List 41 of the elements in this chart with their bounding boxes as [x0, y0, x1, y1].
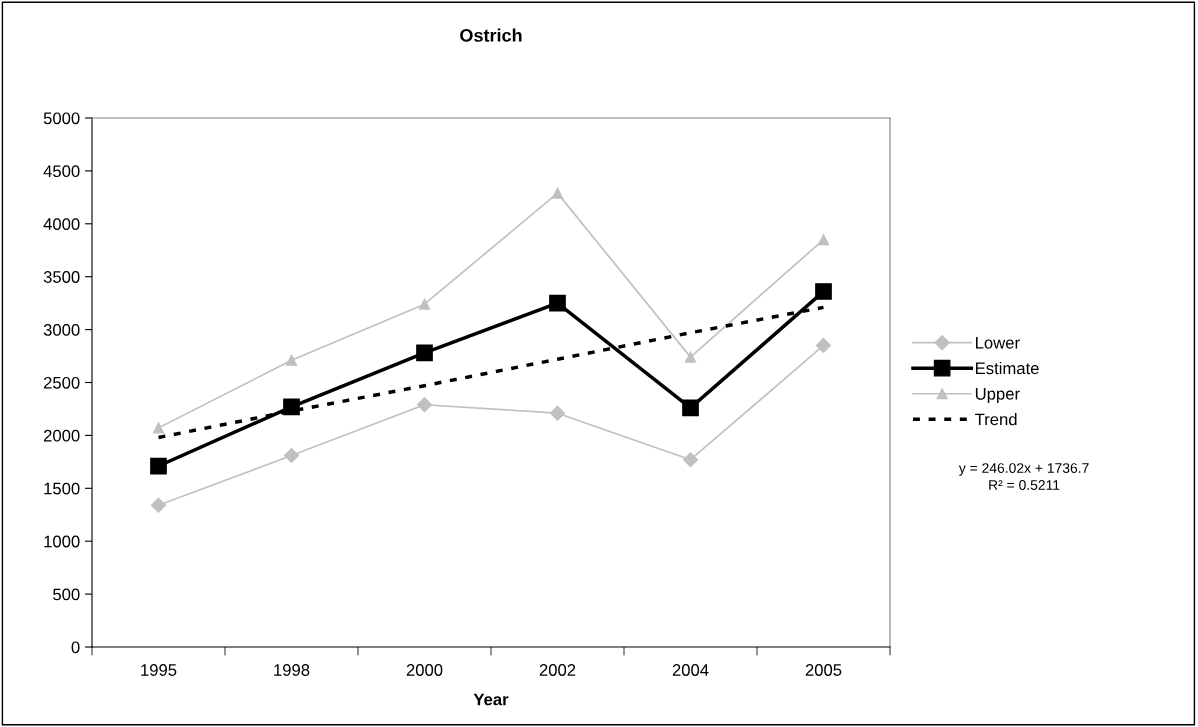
- text: y = 246.02x + 1736.7 R² = 0.5211: [958, 463, 1089, 490]
- x-axis-title: Year: [473, 693, 509, 706]
- point: [285, 354, 298, 366]
- point: [150, 497, 167, 513]
- x-tick-label: 2002: [539, 664, 576, 676]
- y-tick-label: 1500: [44, 482, 80, 495]
- point: [682, 452, 699, 468]
- y-tick-label: 2000: [43, 429, 80, 442]
- y-tick-label: 3500: [43, 271, 80, 283]
- y-tick-label: 3000: [43, 324, 80, 336]
- x-tick-label: 1995: [141, 664, 177, 676]
- point: [682, 399, 699, 417]
- legend-label: Trend: [975, 413, 1017, 426]
- y-tick-label: 4500: [43, 165, 80, 178]
- y-tick-label: 0: [71, 641, 80, 654]
- y-tick-label: 2500: [43, 376, 80, 389]
- point: [815, 283, 832, 300]
- point: [418, 298, 431, 310]
- legend-label: Lower: [976, 337, 1020, 349]
- chart-title: Ostrich: [460, 28, 522, 42]
- y-tick-label: 5000: [43, 112, 80, 125]
- point: [416, 397, 433, 413]
- point: [150, 457, 167, 475]
- legend-label: Estimate: [976, 361, 1039, 375]
- point: [152, 422, 165, 434]
- y-tick-label: 4000: [43, 218, 80, 230]
- y-tick-label: 1000: [44, 535, 80, 548]
- y-tick-label: 500: [53, 588, 80, 601]
- point: [549, 405, 566, 421]
- point: [817, 234, 830, 246]
- x-tick-label: 2005: [805, 664, 842, 676]
- point: [815, 337, 832, 354]
- x-tick-label: 1998: [274, 664, 310, 676]
- legend-label: Upper: [975, 388, 1020, 404]
- x-tick-label: 2004: [672, 664, 709, 676]
- point: [549, 294, 566, 312]
- point: [551, 187, 564, 199]
- point: [416, 344, 433, 362]
- point: [283, 447, 300, 464]
- point: [684, 351, 697, 363]
- x-tick-label: 2000: [406, 664, 443, 676]
